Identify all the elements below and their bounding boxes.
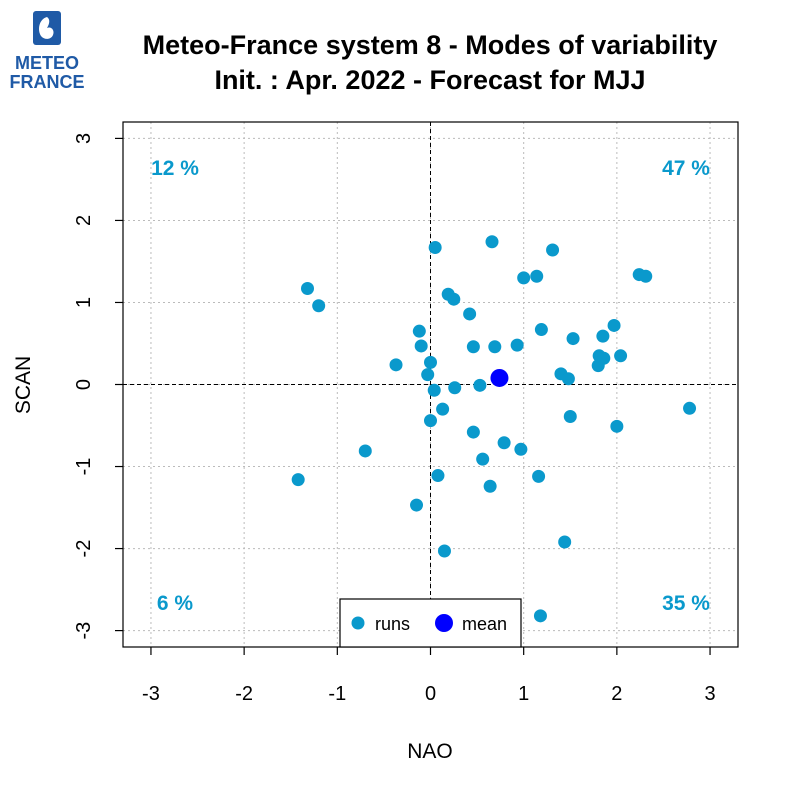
run-point: [424, 414, 437, 428]
y-tick-label: -3: [73, 622, 95, 640]
x-tick-label: -3: [142, 683, 160, 705]
y-tick-label: 1: [73, 297, 95, 308]
x-tick-label: 1: [518, 683, 529, 705]
legend-mean-marker: [435, 614, 453, 632]
pct-bottom-left: 6 %: [157, 592, 194, 615]
run-point: [561, 372, 575, 386]
run-point: [534, 323, 548, 337]
chart-title: Meteo-France system 8 - Modes of variabi…: [143, 30, 718, 60]
run-point: [448, 381, 462, 395]
run-point: [312, 299, 326, 313]
run-point: [424, 355, 437, 369]
run-point: [514, 442, 528, 456]
run-point: [447, 292, 461, 306]
run-point: [427, 383, 441, 397]
run-point: [410, 498, 424, 512]
run-point: [291, 473, 305, 487]
run-point: [431, 469, 445, 483]
run-point: [466, 340, 480, 354]
data-points: [291, 235, 697, 623]
run-point: [639, 269, 653, 283]
run-point: [358, 444, 372, 458]
x-tick-label: 3: [704, 683, 715, 705]
run-point: [485, 235, 499, 249]
run-point: [510, 338, 524, 352]
legend-runs-marker: [351, 616, 365, 630]
run-point: [558, 535, 572, 549]
y-tick-label: -2: [73, 540, 95, 558]
brand-line-1: METEO: [14, 53, 79, 73]
run-point: [412, 324, 426, 338]
run-point: [301, 282, 314, 296]
y-axis-label: SCAN: [12, 356, 35, 414]
mean-point: [490, 368, 509, 387]
legend-runs-label: runs: [375, 614, 410, 634]
run-point: [614, 349, 628, 363]
run-point: [437, 544, 451, 558]
run-point: [497, 436, 511, 450]
chart-subtitle: Init. : Apr. 2022 - Forecast for MJJ: [214, 65, 645, 95]
run-point: [533, 609, 547, 623]
pct-top-right: 47 %: [662, 157, 710, 180]
y-tick-label: -1: [73, 458, 95, 476]
run-point: [532, 469, 546, 483]
run-point: [488, 340, 502, 354]
pct-top-left: 12 %: [151, 157, 199, 180]
run-point: [566, 332, 580, 346]
run-point: [517, 271, 531, 285]
x-tick-label: 2: [611, 683, 622, 705]
run-point: [463, 307, 477, 321]
run-point: [597, 351, 611, 365]
run-point: [421, 368, 435, 382]
run-point: [563, 409, 577, 423]
meteo-france-emblem-icon: [33, 11, 61, 45]
run-point: [476, 452, 490, 466]
y-tick-label: 2: [73, 215, 95, 226]
run-point: [436, 402, 450, 416]
run-point: [466, 425, 480, 439]
pct-bottom-right: 35 %: [662, 592, 710, 615]
run-point: [483, 479, 497, 493]
y-tick-label: 3: [73, 133, 95, 144]
y-tick-label: 0: [73, 379, 95, 390]
run-point: [596, 329, 610, 343]
brand-line-2: FRANCE: [9, 72, 85, 92]
run-point: [683, 401, 697, 415]
run-point: [546, 243, 560, 257]
zero-lines: [123, 122, 738, 647]
x-axis-label: NAO: [407, 740, 453, 763]
axes: -3 -2 -1 0 1 2 3 -3 -2 -1 0 1 2 3: [73, 133, 716, 705]
x-tick-label: 0: [425, 683, 436, 705]
x-tick-label: -2: [235, 683, 253, 705]
run-point: [473, 378, 487, 392]
run-point: [607, 318, 621, 332]
legend: runs mean: [339, 598, 522, 648]
legend-box: [339, 598, 522, 648]
x-tick-label: -1: [328, 683, 346, 705]
run-point: [428, 241, 442, 255]
run-point: [414, 339, 428, 353]
run-point: [389, 358, 403, 372]
meteo-france-logo: METEO FRANCE: [6, 8, 88, 92]
run-point: [610, 419, 624, 433]
run-point: [530, 269, 544, 283]
legend-mean-label: mean: [462, 614, 507, 634]
